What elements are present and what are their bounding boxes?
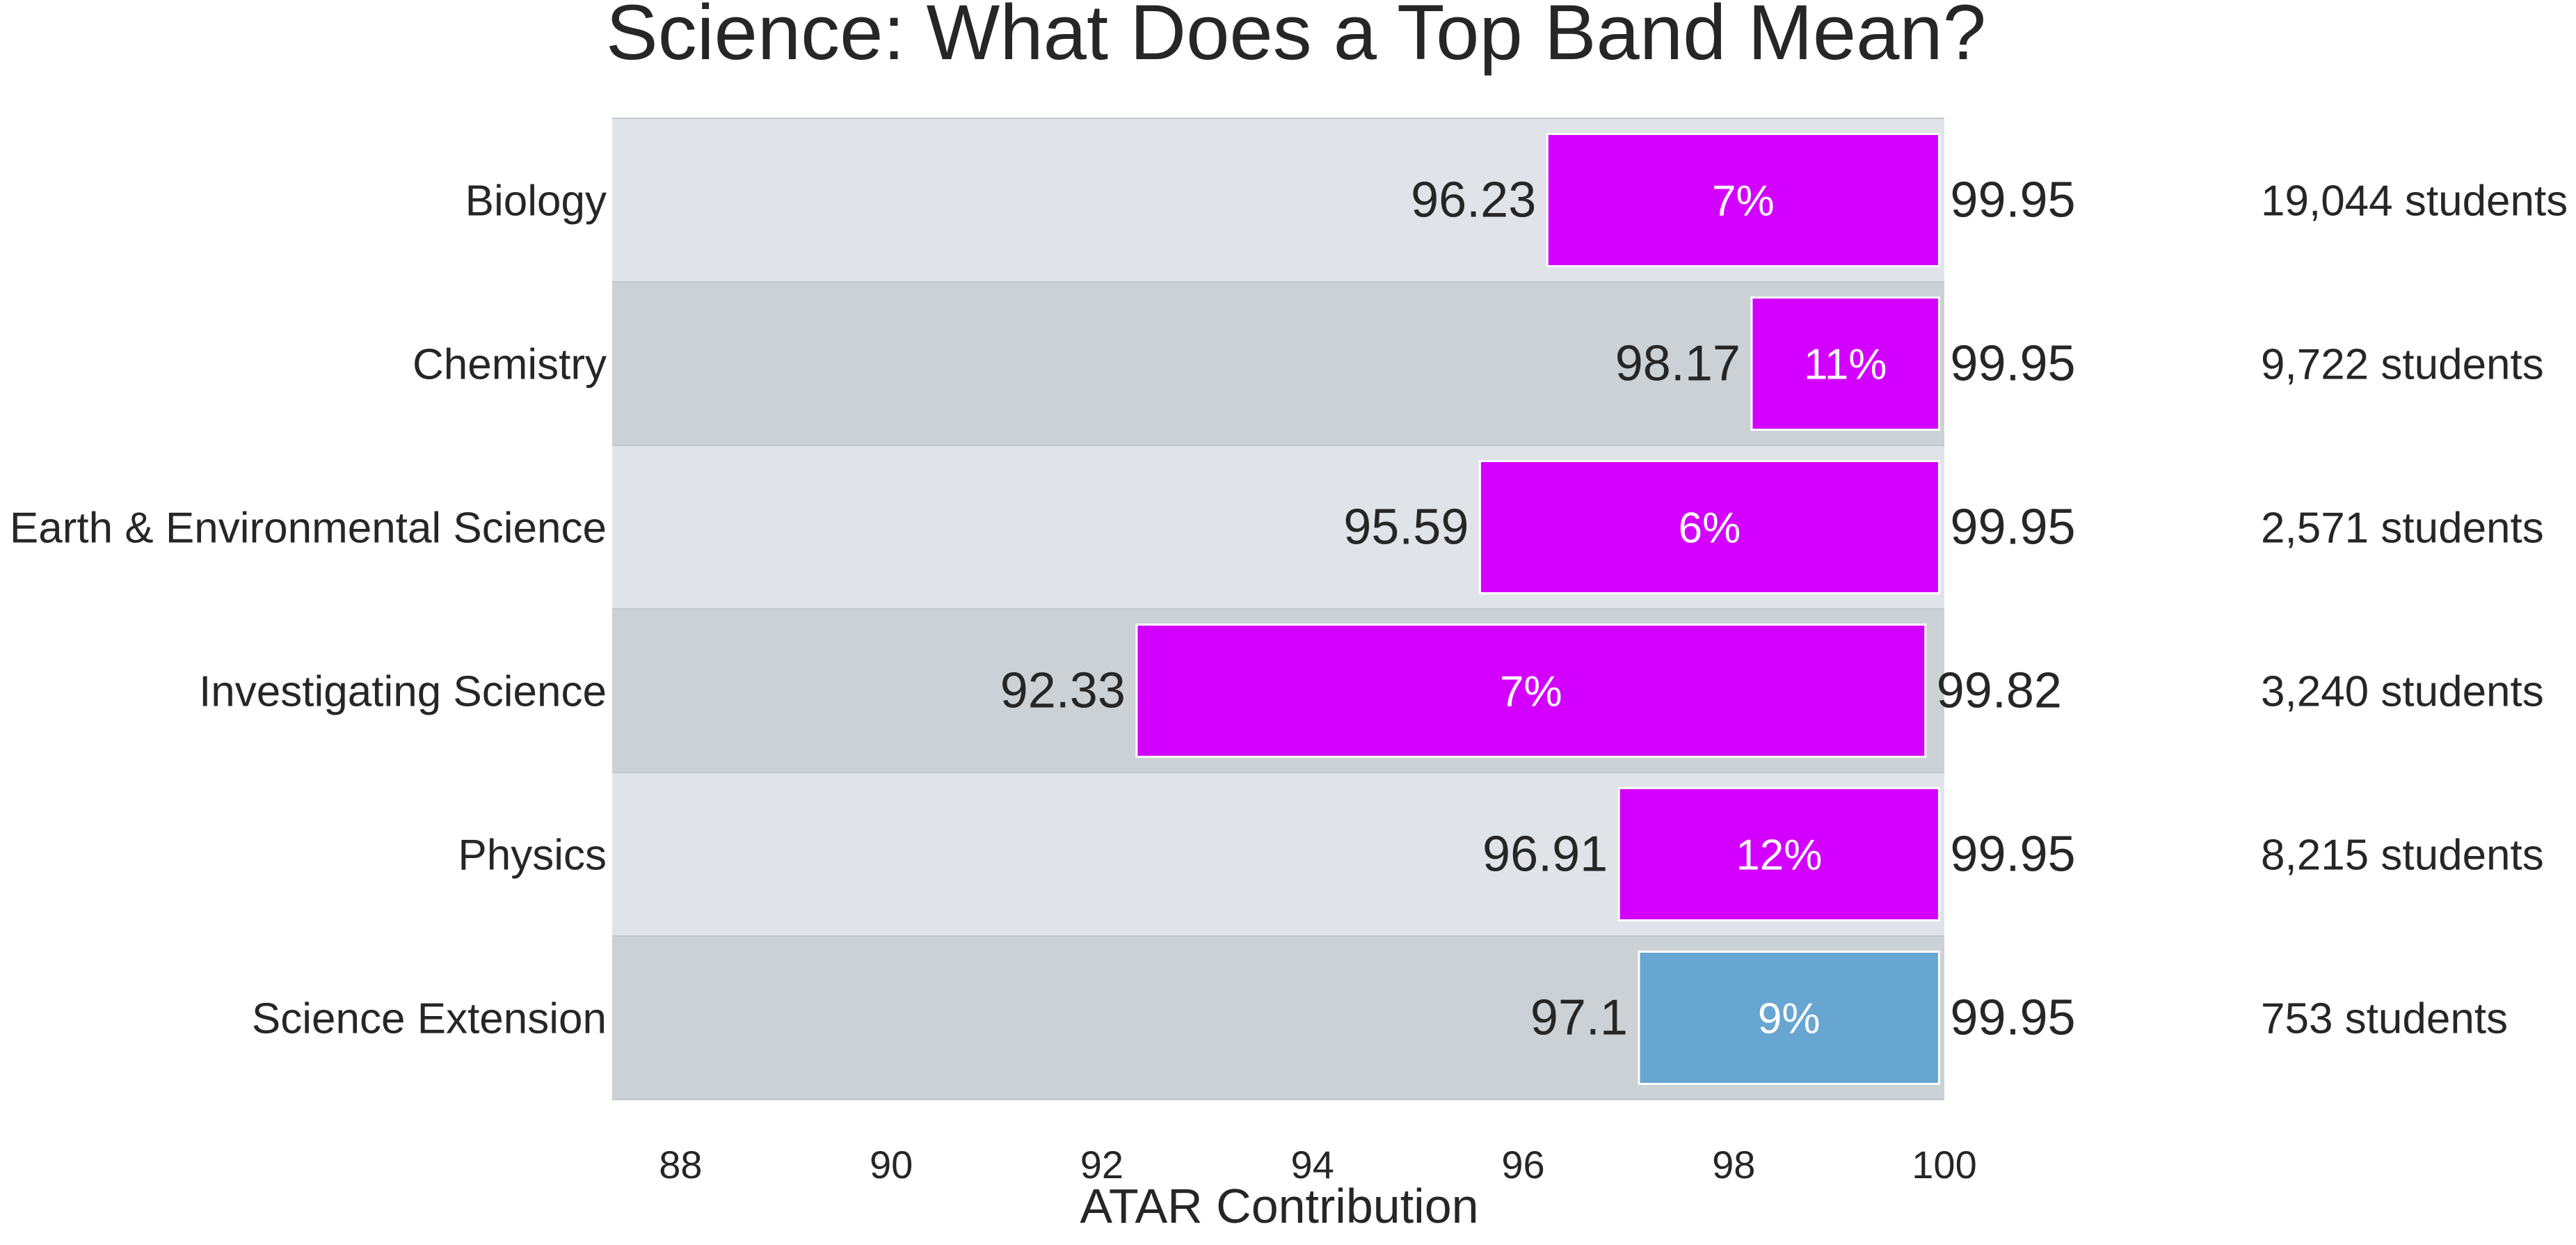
bar	[1546, 133, 1940, 267]
student-count-label: 753 students	[2261, 995, 2508, 1043]
bar	[1617, 787, 1940, 921]
category-label: Earth & Environmental Science	[10, 505, 607, 553]
bar	[1478, 460, 1940, 594]
x-tick-label: 88	[659, 1143, 702, 1187]
x-tick-label: 94	[1291, 1143, 1334, 1187]
high-value-label: 99.95	[1950, 173, 2075, 228]
bars	[1135, 133, 1940, 1085]
bar	[1750, 296, 1940, 431]
low-value-label: 98.17	[1615, 336, 1741, 392]
category-label: Biology	[465, 177, 607, 225]
percent-label: 12%	[1736, 832, 1822, 880]
high-value-label: 99.82	[1937, 663, 2062, 719]
bar	[1135, 624, 1927, 758]
high-value-label: 99.95	[1950, 500, 2075, 555]
percent-label: 11%	[1804, 341, 1887, 389]
student-count-label: 9,722 students	[2261, 341, 2544, 389]
row-background	[612, 282, 1944, 445]
x-axis-label: ATAR Contribution	[1080, 1179, 1478, 1233]
high-value-label: 99.95	[1950, 827, 2075, 882]
student-count-label: 19,044 students	[2261, 177, 2568, 225]
chart-title: Science: What Does a Top Band Mean?	[606, 0, 1986, 76]
category-label: Science Extension	[252, 995, 607, 1043]
low-value-label: 95.59	[1343, 500, 1469, 555]
student-count-label: 2,571 students	[2261, 505, 2544, 553]
student-count-label: 8,215 students	[2261, 832, 2544, 880]
x-tick-label: 100	[1912, 1143, 1976, 1187]
x-tick-label: 96	[1501, 1143, 1544, 1187]
low-value-label: 97.1	[1530, 990, 1628, 1046]
percent-label: 7%	[1712, 177, 1775, 225]
percent-label: 9%	[1758, 995, 1821, 1043]
x-tick-label: 98	[1712, 1143, 1755, 1187]
category-label: Physics	[458, 832, 607, 880]
student-count-label: 3,240 students	[2261, 668, 2544, 716]
x-axis: 88 90 92 94 96 98 100	[659, 1143, 1976, 1187]
low-value-label: 92.33	[1000, 663, 1126, 719]
bar	[1638, 951, 1940, 1085]
high-value-label: 99.95	[1950, 336, 2075, 392]
category-label: Chemistry	[413, 341, 607, 389]
category-label: Investigating Science	[199, 668, 607, 716]
x-tick-label: 90	[870, 1143, 913, 1187]
x-tick-label: 92	[1080, 1143, 1123, 1187]
low-value-label: 96.23	[1411, 173, 1536, 228]
high-value-label: 99.95	[1950, 990, 2075, 1046]
percent-label: 6%	[1679, 505, 1741, 553]
low-value-label: 96.91	[1482, 827, 1608, 882]
labels: Biology 96.23 7% 99.95 19,044 students Chemis…	[10, 173, 2568, 1046]
percent-label: 7%	[1500, 668, 1562, 716]
